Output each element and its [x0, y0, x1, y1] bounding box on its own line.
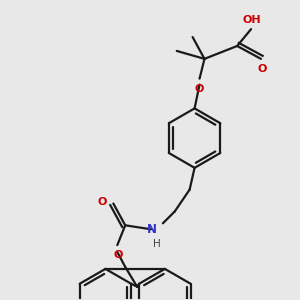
Text: O: O: [195, 84, 204, 94]
Text: H: H: [153, 239, 161, 249]
Text: O: O: [114, 250, 123, 260]
Text: OH: OH: [243, 15, 261, 25]
Text: O: O: [257, 64, 267, 74]
Text: N: N: [147, 223, 157, 236]
Text: O: O: [97, 196, 106, 206]
